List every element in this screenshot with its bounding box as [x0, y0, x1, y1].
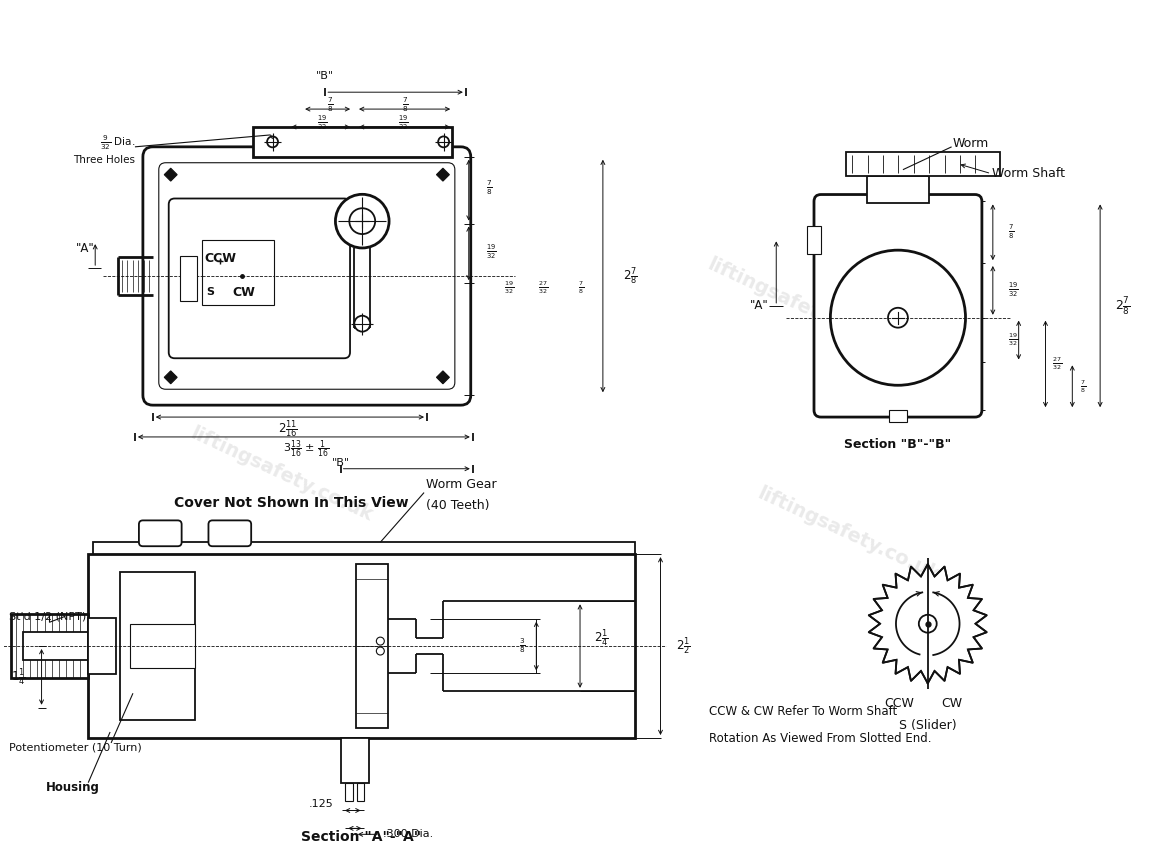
Text: $\mathregular{\frac{27}{32}}$: $\mathregular{\frac{27}{32}}$ — [538, 280, 548, 296]
Circle shape — [830, 251, 966, 386]
FancyBboxPatch shape — [159, 162, 455, 389]
Text: Worm: Worm — [953, 138, 989, 150]
FancyBboxPatch shape — [814, 195, 982, 417]
FancyBboxPatch shape — [139, 521, 181, 546]
Circle shape — [376, 637, 385, 645]
Text: $\mathregular{\frac{19}{32}}$: $\mathregular{\frac{19}{32}}$ — [317, 114, 327, 133]
Text: $2\mathregular{\frac{11}{16}}$: $2\mathregular{\frac{11}{16}}$ — [278, 418, 298, 439]
Polygon shape — [165, 168, 178, 181]
Text: Section "B"-"B": Section "B"-"B" — [844, 439, 952, 451]
Circle shape — [267, 137, 278, 147]
Bar — [94, 542, 635, 554]
Text: $3\mathregular{\frac{13}{16}}$ ± $\mathregular{\frac{1}{16}}$: $3\mathregular{\frac{13}{16}}$ ± $\mathr… — [283, 438, 330, 460]
Bar — [358, 782, 365, 800]
Polygon shape — [165, 371, 178, 384]
Text: liftingsafety.co.uk: liftingsafety.co.uk — [705, 255, 893, 357]
Text: liftingsafety.co.uk: liftingsafety.co.uk — [188, 424, 376, 525]
Bar — [88, 618, 116, 674]
Text: .300 Dia.: .300 Dia. — [382, 829, 433, 840]
Text: CW: CW — [942, 697, 963, 710]
Text: S: S — [207, 287, 214, 297]
Text: "B": "B" — [332, 457, 350, 468]
Text: "B": "B" — [317, 71, 334, 81]
FancyBboxPatch shape — [143, 147, 471, 405]
Bar — [888, 410, 907, 422]
Text: CCW: CCW — [884, 697, 914, 710]
Text: Potentiometer (10 Turn): Potentiometer (10 Turn) — [8, 743, 141, 753]
Text: $\mathregular{\frac{19}{32}}$: $\mathregular{\frac{19}{32}}$ — [485, 243, 497, 262]
Bar — [11, 614, 88, 678]
Text: CCW: CCW — [205, 252, 236, 265]
Text: CCW & CW Refer To Worm Shaft: CCW & CW Refer To Worm Shaft — [710, 705, 898, 717]
Text: Worm Shaft: Worm Shaft — [992, 168, 1065, 180]
Text: $\mathregular{\frac{19}{32}}$: $\mathregular{\frac{19}{32}}$ — [399, 114, 409, 133]
Bar — [345, 782, 353, 800]
Text: $2\mathregular{\frac{7}{8}}$: $2\mathregular{\frac{7}{8}}$ — [623, 265, 637, 286]
Text: Housing: Housing — [46, 781, 99, 794]
Text: Section "A"-"A": Section "A"-"A" — [302, 830, 422, 845]
Bar — [22, 632, 88, 660]
Bar — [807, 226, 821, 254]
Text: $\mathregular{\frac{27}{32}}$: $\mathregular{\frac{27}{32}}$ — [1052, 356, 1063, 372]
Bar — [357, 564, 388, 728]
Circle shape — [354, 315, 371, 332]
Bar — [867, 175, 928, 203]
Text: S (Slider): S (Slider) — [899, 718, 956, 732]
Text: Worm Gear: Worm Gear — [426, 478, 497, 491]
Text: Three Holes: Three Holes — [72, 155, 134, 165]
Text: St'd 1/2 (NPT): St'd 1/2 (NPT) — [8, 611, 87, 622]
FancyBboxPatch shape — [168, 198, 350, 358]
Text: $\mathregular{\frac{19}{32}}$: $\mathregular{\frac{19}{32}}$ — [1008, 280, 1018, 299]
Text: Rotation As Viewed From Slotted End.: Rotation As Viewed From Slotted End. — [710, 733, 932, 746]
Text: $\mathregular{\frac{9}{32}}$ Dia.: $\mathregular{\frac{9}{32}}$ Dia. — [99, 133, 134, 152]
Bar — [341, 738, 368, 782]
Text: $\mathregular{\frac{7}{8}}$: $\mathregular{\frac{7}{8}}$ — [485, 179, 492, 197]
Circle shape — [888, 308, 908, 327]
Text: .125: .125 — [309, 799, 333, 809]
Circle shape — [350, 209, 375, 234]
Text: $\mathregular{\frac{19}{32}}$: $\mathregular{\frac{19}{32}}$ — [504, 280, 513, 296]
Text: (40 Teeth): (40 Teeth) — [426, 499, 490, 512]
Circle shape — [438, 137, 449, 147]
Text: $\mathregular{\frac{19}{32}}$: $\mathregular{\frac{19}{32}}$ — [1008, 331, 1018, 348]
Text: $\mathregular{\frac{7}{8}}$: $\mathregular{\frac{7}{8}}$ — [402, 96, 409, 115]
Text: "A": "A" — [750, 299, 769, 312]
Text: liftingsafety.co.uk: liftingsafety.co.uk — [228, 156, 416, 257]
FancyBboxPatch shape — [208, 521, 251, 546]
Text: CW: CW — [233, 286, 256, 298]
Bar — [120, 572, 194, 720]
Bar — [202, 240, 274, 305]
Polygon shape — [436, 371, 449, 384]
Text: $2\mathregular{\frac{1}{4}}$: $2\mathregular{\frac{1}{4}}$ — [594, 628, 609, 649]
Polygon shape — [869, 564, 987, 683]
Text: $2\mathregular{\frac{1}{2}}$: $2\mathregular{\frac{1}{2}}$ — [677, 635, 691, 657]
Text: "A": "A" — [76, 242, 95, 255]
Text: liftingsafety.co.uk: liftingsafety.co.uk — [754, 484, 942, 585]
Bar — [88, 554, 635, 738]
Text: $\mathregular{\frac{7}{8}}$: $\mathregular{\frac{7}{8}}$ — [326, 96, 333, 115]
Text: $\mathregular{\frac{7}{8}}$: $\mathregular{\frac{7}{8}}$ — [577, 280, 584, 296]
Text: $2\mathregular{\frac{7}{8}}$: $2\mathregular{\frac{7}{8}}$ — [1115, 295, 1130, 316]
Circle shape — [376, 647, 385, 655]
Bar — [130, 624, 194, 668]
Text: $\mathregular{\frac{7}{8}}$: $\mathregular{\frac{7}{8}}$ — [1080, 378, 1086, 394]
Bar — [180, 256, 196, 301]
Text: $\mathregular{\frac{7}{8}}$: $\mathregular{\frac{7}{8}}$ — [1008, 223, 1014, 241]
Text: $\mathregular{\frac{3}{8}}$: $\mathregular{\frac{3}{8}}$ — [519, 637, 526, 655]
Bar — [846, 152, 1001, 175]
Circle shape — [919, 615, 936, 633]
Circle shape — [336, 194, 389, 248]
Text: Cover Not Shown In This View: Cover Not Shown In This View — [174, 496, 409, 510]
Bar — [253, 127, 451, 156]
Text: $1\mathregular{\frac{1}{4}}$: $1\mathregular{\frac{1}{4}}$ — [11, 666, 26, 687]
Polygon shape — [436, 168, 449, 181]
